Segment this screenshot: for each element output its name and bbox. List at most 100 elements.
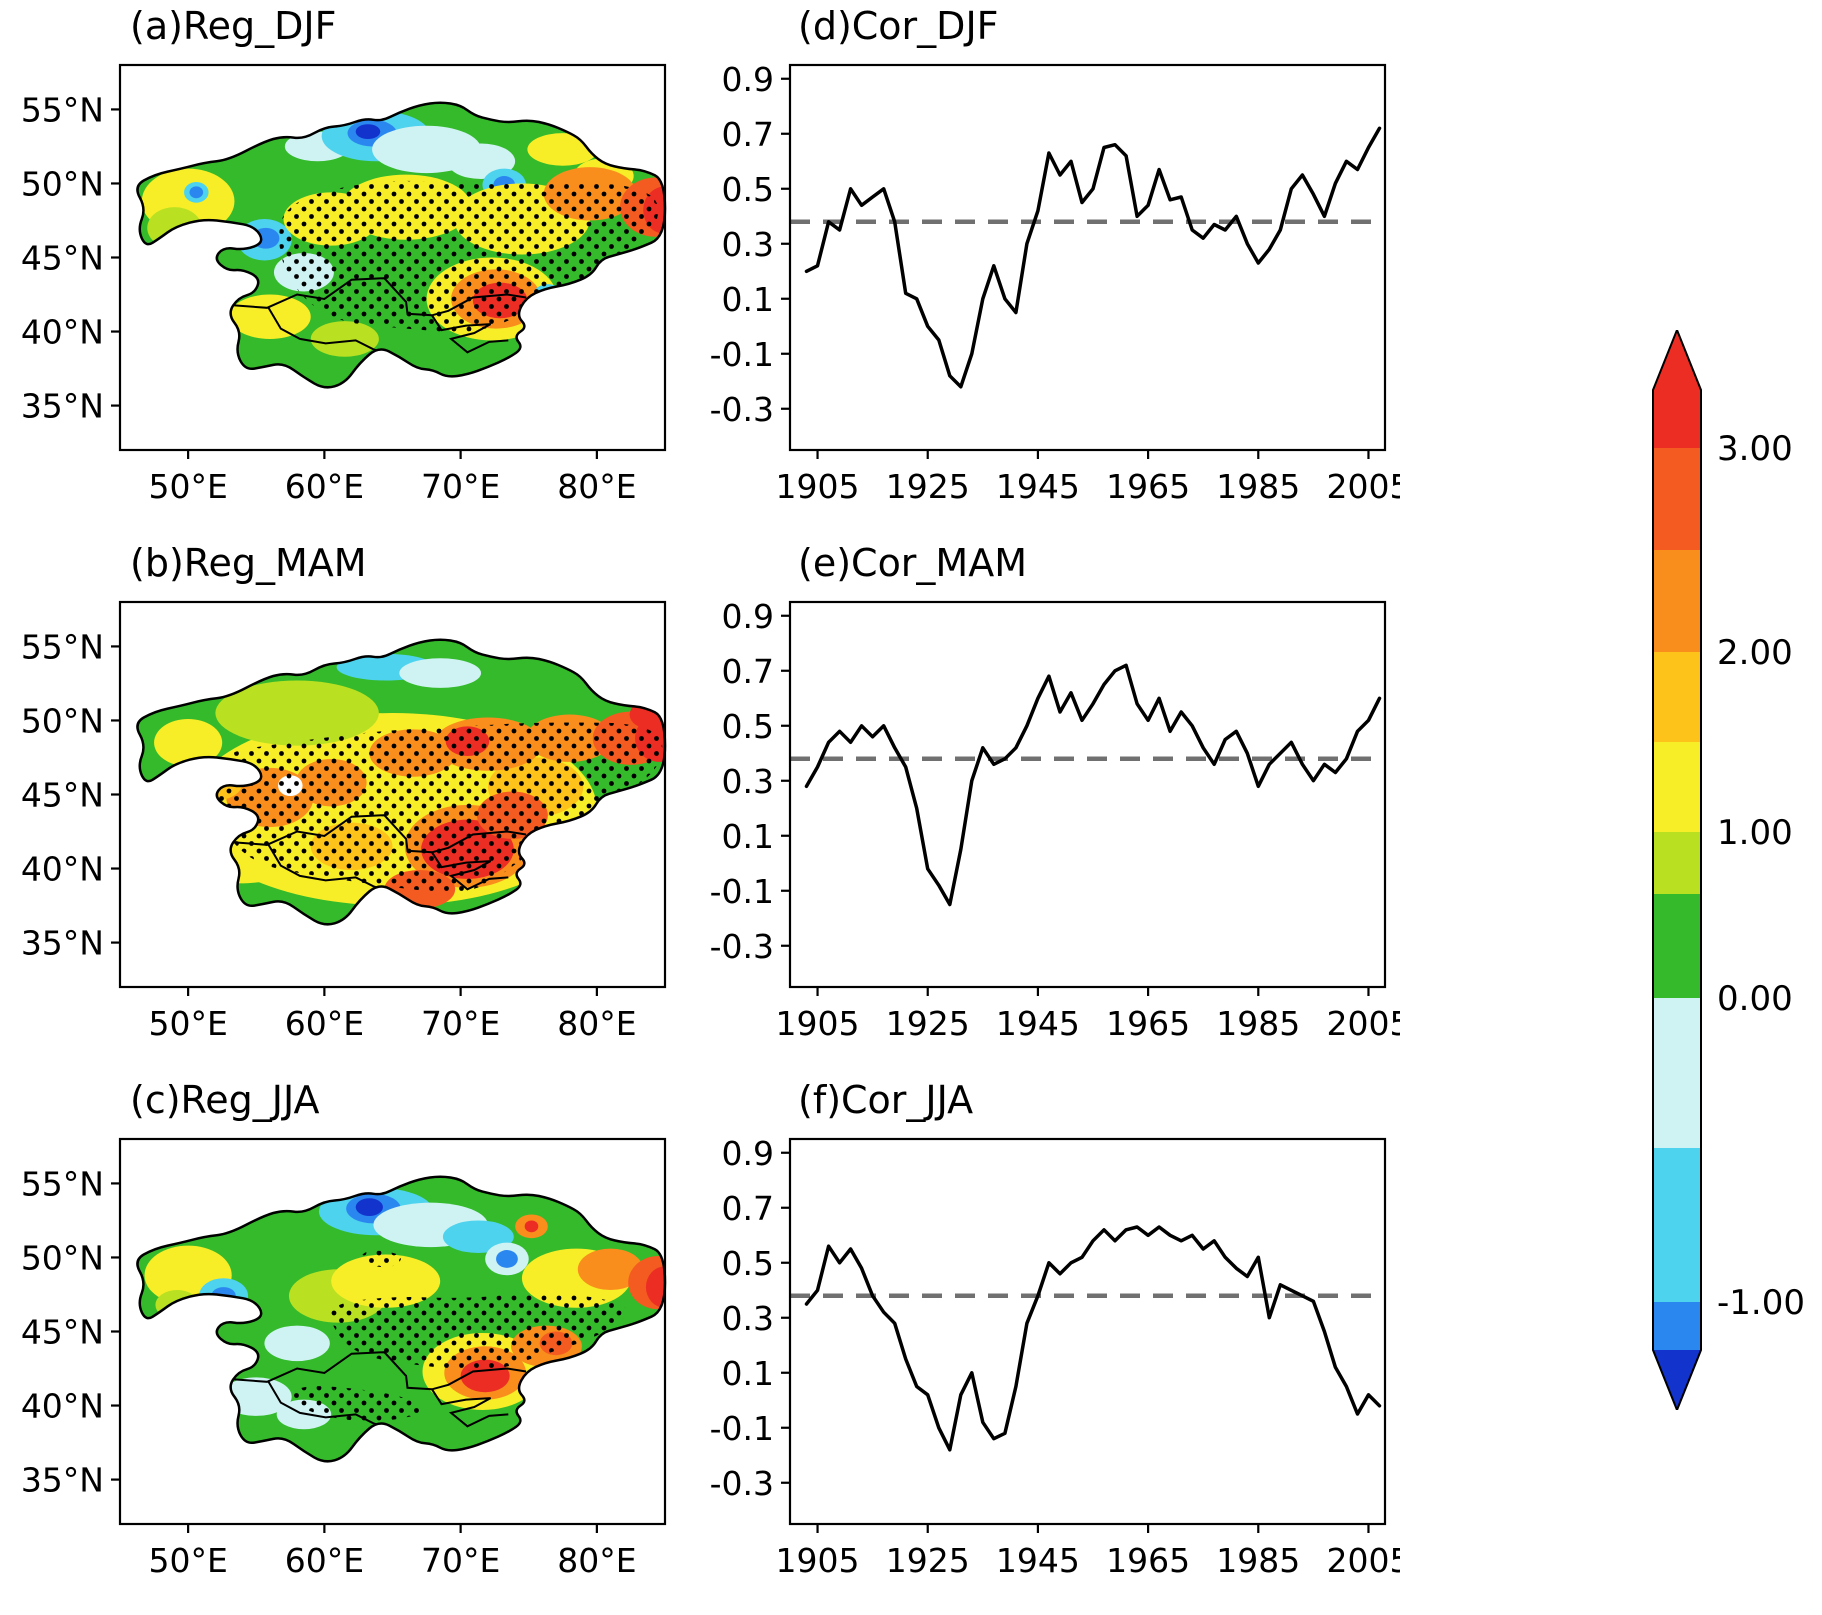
- colorbar-tick-label: 0.00: [1717, 979, 1793, 1019]
- colorbar-arrow-bottom: [1653, 1350, 1701, 1410]
- colorbar-canvas: 3.00 2.00 1.00 0.00 -1.00: [1652, 327, 1805, 1413]
- colorbar-segment-5: [1653, 832, 1701, 894]
- cor-tick-label: 0.7: [722, 115, 774, 154]
- year-tick-label: 1925: [886, 1541, 970, 1580]
- lat-tick-label: 35°N: [21, 387, 104, 426]
- map-internal-borders: [227, 277, 527, 360]
- map-coastline: [136, 101, 667, 389]
- lon-tick-label: 70°E: [421, 1004, 500, 1043]
- cor-tick-label: 0.9: [722, 597, 774, 636]
- cor-tick-label: -0.3: [710, 1464, 774, 1503]
- year-tick-label: 1945: [996, 1541, 1080, 1580]
- map-axes: 55°N 50°N 45°N 40°N 35°N 50°E 60°E 70°E 80°E: [21, 627, 637, 1043]
- panel-b-title: (b)Reg_MAM: [130, 541, 367, 585]
- colorbar-segment-7: [1653, 998, 1701, 1148]
- year-tick-label: 1985: [1216, 1541, 1300, 1580]
- lat-tick-label: 40°N: [21, 313, 104, 352]
- year-tick-label: 1985: [1216, 467, 1300, 506]
- colorbar-segment-2: [1653, 550, 1701, 652]
- lon-tick-label: 80°E: [557, 467, 636, 506]
- map-internal-borders: [227, 1351, 527, 1434]
- lat-tick-label: 45°N: [21, 1313, 104, 1352]
- year-tick-label: 1965: [1106, 1004, 1190, 1043]
- cor-tick-label: 0.9: [722, 60, 774, 99]
- lon-tick-label: 50°E: [148, 467, 227, 506]
- lon-tick-label: 60°E: [285, 1004, 364, 1043]
- panel-e-title: (e)Cor_MAM: [798, 541, 1028, 585]
- year-tick-label: 1945: [996, 1004, 1080, 1043]
- cor-tick-label: 0.7: [722, 1189, 774, 1228]
- lon-tick-label: 80°E: [557, 1541, 636, 1580]
- year-tick-label: 1925: [886, 1004, 970, 1043]
- lon-tick-label: 70°E: [421, 467, 500, 506]
- colorbar-segment-0: [1653, 390, 1701, 448]
- lon-tick-label: 70°E: [421, 1541, 500, 1580]
- year-tick-label: 1965: [1106, 467, 1190, 506]
- year-tick-label: 1945: [996, 467, 1080, 506]
- colorbar-segment-1: [1653, 448, 1701, 550]
- lat-tick-label: 50°N: [21, 164, 104, 203]
- year-tick-label: 1905: [776, 1004, 860, 1043]
- ts-frame: [788, 600, 1387, 989]
- year-tick-label: 1965: [1106, 1541, 1190, 1580]
- map-stippling: [293, 1250, 628, 1422]
- map-stippling: [210, 722, 663, 893]
- cor-tick-label: 0.5: [722, 1244, 774, 1283]
- map-axes: 55°N 50°N 45°N 40°N 35°N 50°E 60°E 70°E 80°E: [21, 1164, 637, 1580]
- lat-tick-label: 45°N: [21, 239, 104, 278]
- colorbar-segment-8: [1653, 1148, 1701, 1302]
- panel-a-title: (a)Reg_DJF: [130, 4, 337, 48]
- colorbar-tick-label: 2.00: [1717, 633, 1793, 673]
- year-tick-label: 1905: [776, 1541, 860, 1580]
- lat-tick-label: 55°N: [21, 90, 104, 129]
- cor-tick-label: -0.3: [710, 390, 774, 429]
- cor-tick-label: 0.1: [722, 280, 774, 319]
- panel-d-title: (d)Cor_DJF: [798, 4, 999, 48]
- lat-tick-label: 55°N: [21, 1164, 104, 1203]
- colorbar-segment-3: [1653, 652, 1701, 742]
- colorbar-tick-label: 3.00: [1717, 429, 1793, 469]
- lat-tick-label: 40°N: [21, 1387, 104, 1426]
- cor-tick-label: 0.7: [722, 652, 774, 691]
- lon-tick-label: 60°E: [285, 1541, 364, 1580]
- correlation-line: [804, 126, 1382, 389]
- cor-tick-label: 0.3: [722, 1299, 774, 1338]
- map-c-canvas: 55°N 50°N 45°N 40°N 35°N 50°E 60°E 70°E 80°E: [21, 1137, 667, 1580]
- colorbar: 3.00 2.00 1.00 0.00 -1.00: [1645, 327, 1822, 1413]
- lon-tick-label: 50°E: [148, 1541, 227, 1580]
- map-coastline: [136, 1175, 667, 1463]
- lat-tick-label: 40°N: [21, 850, 104, 889]
- colorbar-tick-label: 1.00: [1717, 813, 1793, 853]
- colorbar-segment-9: [1653, 1302, 1701, 1350]
- colorbar-arrow-top: [1653, 330, 1701, 390]
- cor-tick-label: -0.1: [710, 872, 774, 911]
- lat-tick-label: 35°N: [21, 924, 104, 963]
- map-b-canvas: 55°N 50°N 45°N 40°N 35°N 50°E 60°E 70°E 80°E: [21, 600, 667, 1043]
- cor-tick-label: 0.5: [722, 707, 774, 746]
- year-tick-label: 1905: [776, 467, 860, 506]
- cor-tick-label: 0.1: [722, 1354, 774, 1393]
- lon-tick-label: 60°E: [285, 467, 364, 506]
- map-coastline: [136, 638, 667, 926]
- map-axes: 55°N 50°N 45°N 40°N 35°N 50°E 60°E 70°E 80°E: [21, 90, 637, 506]
- cor-tick-label: -0.1: [710, 335, 774, 374]
- correlation-line: [804, 1225, 1382, 1452]
- colorbar-segment-4: [1653, 742, 1701, 832]
- cor-tick-label: -0.3: [710, 927, 774, 966]
- lat-tick-label: 50°N: [21, 701, 104, 740]
- lat-tick-label: 55°N: [21, 627, 104, 666]
- map-a-canvas: 55°N 50°N 45°N 40°N 35°N 50°E 60°E 70°E 80°E: [21, 63, 667, 506]
- lat-tick-label: 50°N: [21, 1238, 104, 1277]
- ts-frame: [788, 63, 1387, 452]
- lat-tick-label: 45°N: [21, 776, 104, 815]
- lon-tick-label: 80°E: [557, 1004, 636, 1043]
- year-tick-label: 1985: [1216, 1004, 1300, 1043]
- colorbar-segment-6: [1653, 894, 1701, 998]
- year-tick-label: 2005: [1326, 1004, 1400, 1043]
